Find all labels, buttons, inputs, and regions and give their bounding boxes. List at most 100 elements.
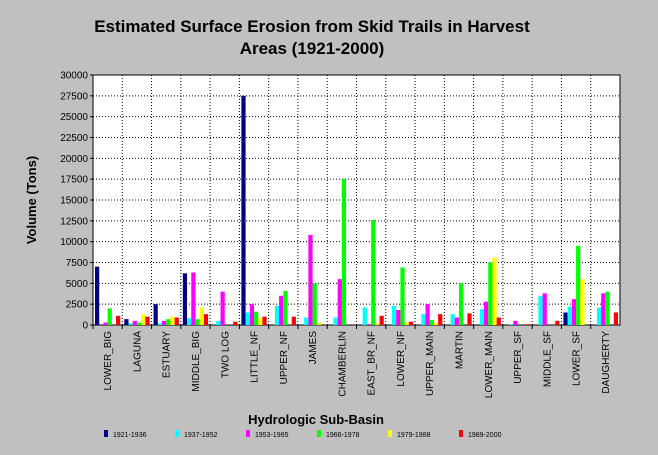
bar [316, 322, 322, 325]
bar [450, 314, 455, 325]
legend-swatch [317, 430, 321, 437]
chart-title-line1: Estimated Surface Erosion from Skid Trai… [94, 17, 530, 36]
bar [492, 257, 497, 325]
y-tick-label: 12500 [60, 216, 88, 227]
bar [182, 273, 188, 325]
bar [279, 295, 284, 325]
bar [145, 316, 150, 325]
bar [245, 312, 250, 325]
x-category-label: LITTLE_NF [250, 331, 261, 383]
bar [596, 307, 602, 325]
x-category-label: UPPER_NF [279, 331, 290, 384]
bar [580, 279, 585, 325]
bar [496, 317, 501, 325]
bar [128, 323, 133, 325]
bar [391, 305, 397, 325]
legend-label: 1989-2000 [468, 432, 502, 439]
bar [613, 312, 618, 325]
bar [484, 301, 489, 325]
bar [525, 324, 531, 325]
y-axis-label: Volume (Tons) [24, 156, 39, 244]
bar [509, 324, 514, 325]
bars-group [95, 95, 618, 325]
bar [458, 283, 464, 325]
x-category-label: EAST_BR_NF [367, 331, 378, 395]
bar [341, 179, 347, 325]
bar [166, 319, 171, 325]
x-category-label: MIDDLE_SF [542, 331, 553, 387]
bar [425, 304, 430, 325]
bar [308, 235, 313, 325]
bar [571, 299, 577, 325]
bar [605, 291, 610, 325]
x-category-label: LOWER_SF [572, 331, 583, 386]
bar [366, 324, 372, 325]
legend-swatch [388, 430, 392, 437]
bar [371, 220, 376, 325]
y-tick-label: 10000 [60, 237, 88, 248]
bar [291, 316, 296, 325]
bar [136, 322, 142, 325]
bar [400, 267, 405, 325]
x-category-label: UPPER_SF [513, 331, 524, 384]
bar [375, 323, 380, 325]
bar [567, 306, 572, 325]
bar [174, 317, 179, 325]
legend: 1921-1936 1937-1952 1953-1965 1966-1978 1979… [104, 430, 502, 439]
bar [116, 315, 121, 325]
x-axis-label: Hydrologic Sub-Basin [248, 412, 384, 427]
bar [262, 316, 267, 325]
y-tick-label: 17500 [60, 175, 88, 186]
bar [555, 320, 560, 325]
bar [241, 95, 246, 325]
y-tick-label: 0 [82, 321, 88, 332]
bar [170, 316, 175, 325]
bar [283, 290, 288, 325]
bar [132, 320, 137, 325]
chart-title-line2: Areas (1921-2000) [240, 39, 385, 58]
bar [258, 318, 263, 325]
y-tick-label: 22500 [60, 133, 88, 144]
bar [153, 304, 158, 325]
y-tick-label: 27500 [60, 91, 88, 102]
bar [124, 319, 129, 325]
bar [95, 266, 100, 325]
bar [199, 307, 204, 325]
bar [538, 295, 543, 325]
bar [304, 317, 309, 325]
x-category-label: JAMES [308, 331, 319, 365]
legend-swatch [459, 430, 463, 437]
legend-label: 1979-1988 [397, 432, 431, 439]
y-tick-label: 30000 [60, 71, 88, 82]
bar [161, 320, 167, 325]
bar [421, 314, 426, 325]
bar [254, 311, 259, 325]
legend-swatch [104, 430, 108, 437]
x-category-label: ESTUARY [162, 331, 173, 378]
x-category-label: DAUGHERTY [601, 331, 612, 394]
bar [404, 322, 409, 325]
legend-label: 1966-1978 [326, 432, 360, 439]
y-tick-label: 7500 [66, 258, 89, 269]
x-category-label: LOWER_MAIN [484, 331, 495, 398]
bar [488, 262, 493, 325]
legend-swatch [175, 430, 179, 437]
bar [576, 245, 581, 325]
x-category-label: CHAMBERLIN [337, 331, 348, 397]
x-category-label: MIDDLE_BIG [191, 331, 202, 392]
y-ticks: 0 2500 5000 7500 10000 12500 15000 17500 20000 22… [60, 71, 93, 332]
bar [249, 304, 255, 325]
bar [379, 315, 384, 325]
bar [274, 305, 280, 325]
bar [312, 283, 317, 325]
bar [195, 319, 200, 325]
bar [396, 310, 401, 325]
bar [141, 314, 146, 325]
bar [454, 317, 459, 325]
legend-swatch [246, 430, 250, 437]
y-tick-label: 2500 [66, 300, 89, 311]
bar [467, 313, 472, 325]
x-category-label: LAGUNA [132, 331, 143, 372]
